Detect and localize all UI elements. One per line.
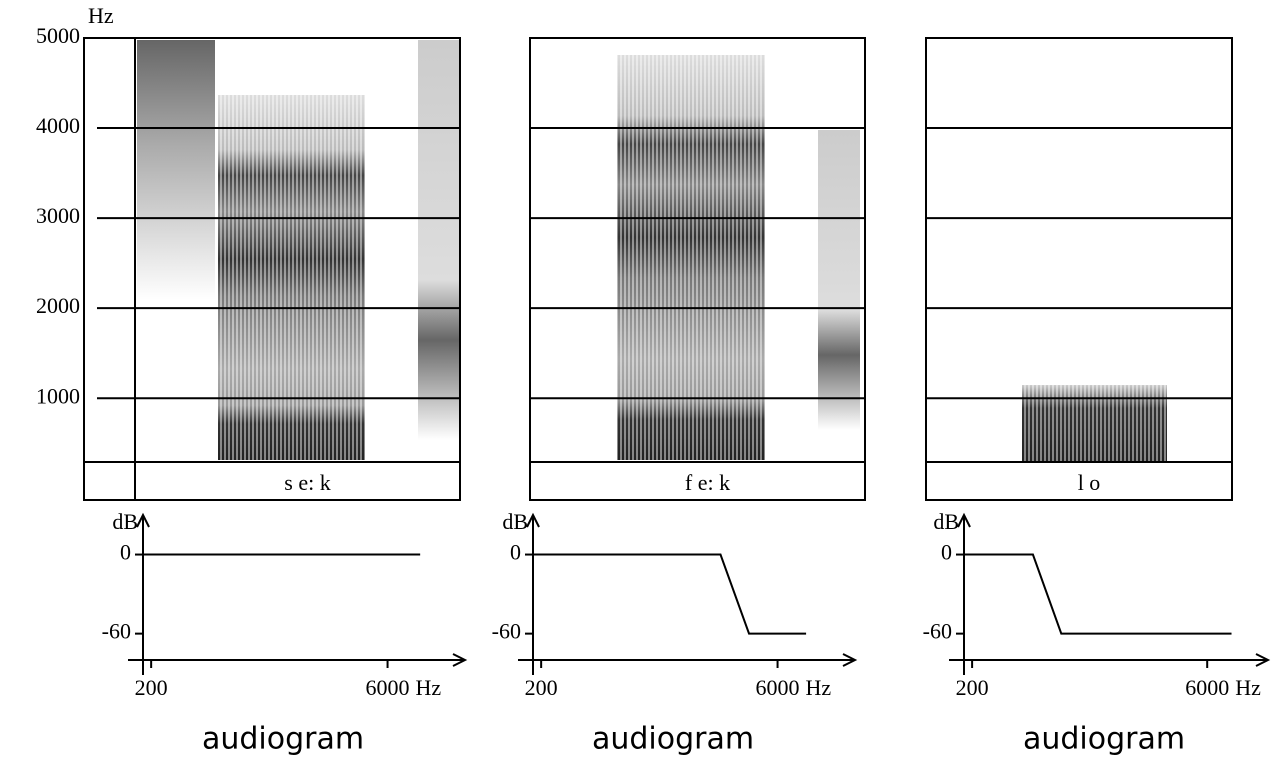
y-tick-label: 3000 bbox=[36, 203, 80, 228]
y-tick-label: 5000 bbox=[36, 23, 80, 48]
y-tick-label: 0 bbox=[120, 540, 131, 565]
y-tick-label: 0 bbox=[941, 540, 952, 565]
y-arrow bbox=[957, 512, 971, 528]
transcription: l o bbox=[1078, 470, 1101, 495]
x-tick-label: 200 bbox=[956, 675, 989, 700]
transcription: s e: k bbox=[284, 470, 330, 495]
x-tick-label: 6000 bbox=[366, 675, 410, 700]
x-unit: Hz bbox=[416, 675, 442, 700]
x-tick-label: 200 bbox=[525, 675, 558, 700]
y-tick-label: -60 bbox=[923, 619, 952, 644]
y-unit: dB bbox=[502, 509, 528, 534]
audiogram-caption: audiogram bbox=[202, 722, 364, 757]
x-arrow bbox=[1255, 653, 1271, 667]
x-tick-label: 200 bbox=[135, 675, 168, 700]
audiogram-line bbox=[964, 553, 1232, 635]
y-unit: dB bbox=[112, 509, 138, 534]
y-tick-label: -60 bbox=[492, 619, 521, 644]
y-tick-label: 1000 bbox=[36, 383, 80, 408]
spectrogram-unit: Hz bbox=[88, 3, 114, 28]
y-tick-label: -60 bbox=[102, 619, 131, 644]
y-arrow bbox=[136, 512, 150, 528]
x-arrow bbox=[842, 653, 858, 667]
y-tick-label: 2000 bbox=[36, 293, 80, 318]
x-arrow bbox=[452, 653, 468, 667]
audiogram-caption: audiogram bbox=[592, 722, 754, 757]
y-tick-label: 4000 bbox=[36, 113, 80, 138]
x-tick-label: 6000 bbox=[756, 675, 800, 700]
audiogram-caption: audiogram bbox=[1023, 722, 1185, 757]
transcription: f e: k bbox=[685, 470, 730, 495]
x-unit: Hz bbox=[1235, 675, 1261, 700]
audiogram-line bbox=[533, 553, 807, 635]
x-unit: Hz bbox=[806, 675, 832, 700]
y-unit: dB bbox=[933, 509, 959, 534]
x-tick-label: 6000 bbox=[1185, 675, 1229, 700]
y-tick-label: 0 bbox=[510, 540, 521, 565]
y-arrow bbox=[526, 512, 540, 528]
spectrogram-shading bbox=[137, 40, 1167, 462]
